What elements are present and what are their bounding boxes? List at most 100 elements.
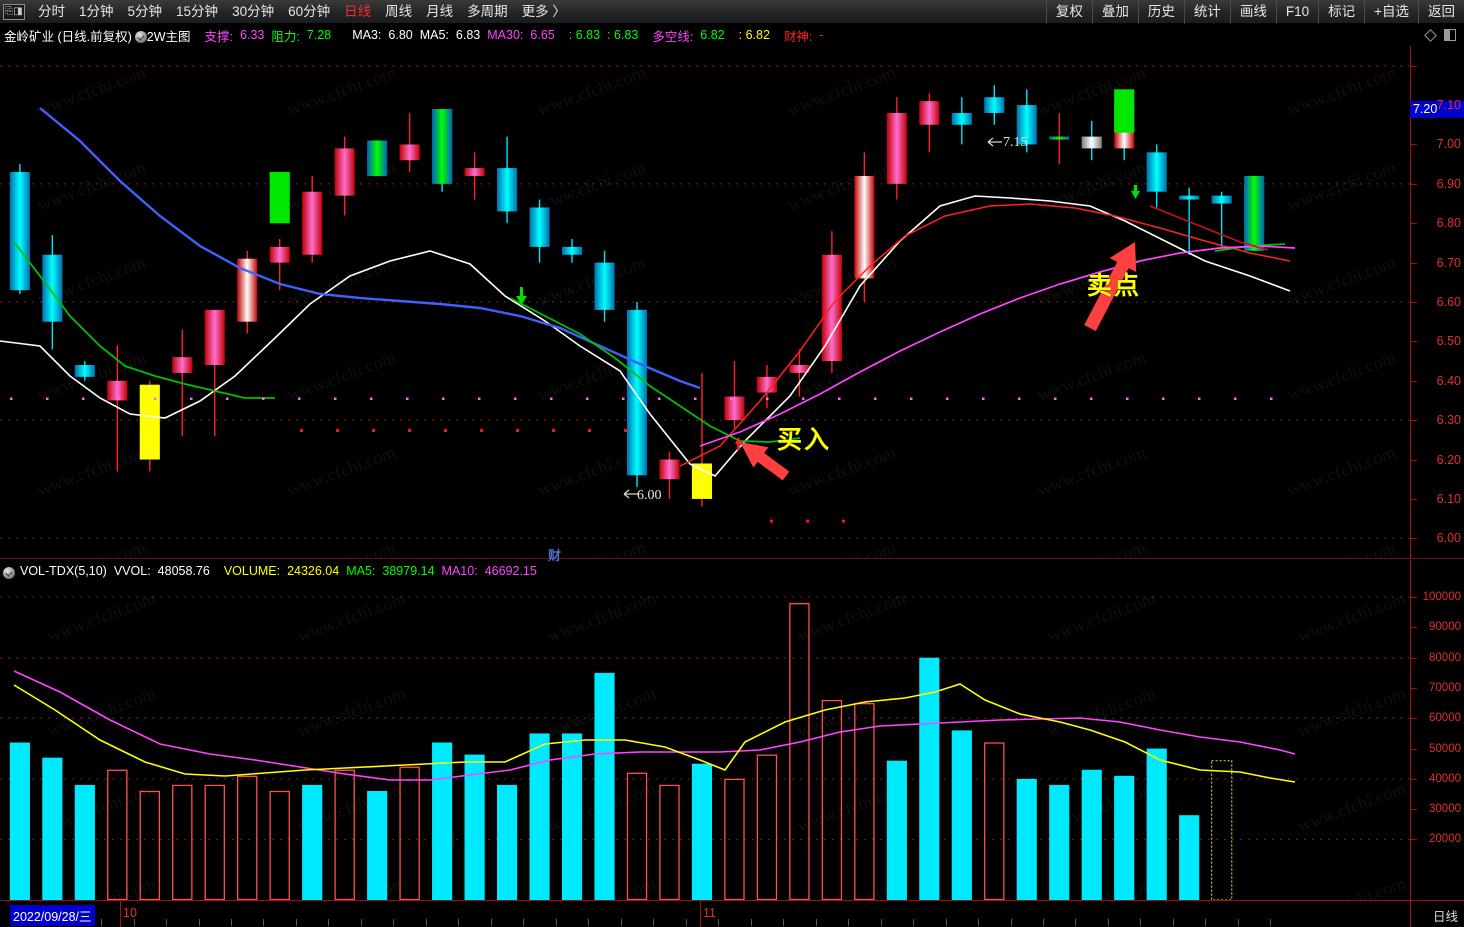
svg-text:www.cfchi.com: www.cfchi.com (1285, 157, 1399, 215)
period-menu: 分时 1分钟 5分钟 15分钟 30分钟 60分钟 日线 周线 月线 多周期 更多 〉 (31, 1, 573, 23)
price-axis[interactable]: 7.20 7.207.107.006.906.806.706.606.506.4… (1410, 46, 1464, 558)
price-tick-mark-5 (1411, 262, 1417, 264)
svg-text:www.cfchi.com: www.cfchi.com (285, 537, 399, 558)
tool-item-6[interactable]: 标记 (1318, 0, 1364, 24)
tool-item-4[interactable]: 画线 (1229, 0, 1276, 24)
price-tick-5: 6.70 (1436, 255, 1461, 270)
price-tick-8: 6.40 (1436, 373, 1461, 388)
svg-text:www.cfchi.com: www.cfchi.com (1035, 347, 1149, 405)
grid-tick (620, 919, 622, 926)
diamond-icon[interactable] (1424, 28, 1437, 42)
svg-text:www.cfchi.com: www.cfchi.com (285, 347, 399, 405)
tool-item-5[interactable]: F10 (1275, 0, 1318, 24)
svg-text:www.cfchi.com: www.cfchi.com (285, 62, 399, 120)
tool-item-0[interactable]: 复权 (1045, 0, 1092, 24)
volume-tick-0: 100000 (1422, 591, 1461, 604)
menu-item-8[interactable]: 月线 (426, 3, 454, 19)
svg-text:www.cfchi.com: www.cfchi.com (285, 252, 399, 310)
svg-text:www.cfchi.com: www.cfchi.com (35, 157, 149, 215)
x-tick-line-1 (700, 901, 701, 927)
top-menu-bar: ⎘◨ 分时 1分钟 5分钟 15分钟 30分钟 60分钟 日线 周线 月线 多周期 更多 〉 复权叠… (0, 0, 1464, 24)
volume-tick-mark-2 (1411, 657, 1417, 659)
window-icon[interactable]: ⎘◨ (3, 3, 25, 20)
svg-text:www.cfchi.com: www.cfchi.com (795, 683, 909, 741)
svg-text:www.cfchi.com: www.cfchi.com (35, 442, 149, 500)
volume-axis[interactable]: 100000 90000 80000 70000 60000 50000 40000 3000… (1410, 560, 1464, 900)
grid-tick (1237, 919, 1239, 926)
price-tick-mark-12 (1411, 538, 1417, 540)
svg-text:www.cfchi.com: www.cfchi.com (535, 62, 649, 120)
menu-item-4[interactable]: 30分钟 (232, 3, 275, 19)
menu-item-9[interactable]: 多周期 (467, 3, 508, 19)
grid-tick (945, 919, 947, 926)
volume-tick-3: 70000 (1429, 682, 1461, 694)
grid-tick (783, 919, 785, 926)
grid-tick (588, 919, 590, 926)
grid-tick (198, 919, 200, 926)
grid-tick (1043, 919, 1045, 926)
low-price-label: 6.00 (637, 488, 662, 503)
split-pane-icon[interactable] (1444, 29, 1456, 41)
volume-indicator-title[interactable]: VOL-TDX(5,10) (20, 564, 107, 578)
indicator-name[interactable]: 2W主图 (146, 29, 191, 44)
cn-marker-icon: 财 (548, 548, 562, 563)
tool-item-2[interactable]: 历史 (1137, 0, 1184, 24)
ma30-value: 6.65 (530, 28, 555, 42)
svg-text:www.cfchi.com: www.cfchi.com (35, 537, 149, 558)
volume-tick-2: 80000 (1429, 651, 1461, 664)
svg-text:www.cfchi.com: www.cfchi.com (285, 442, 399, 500)
ma30-label: MA30: (487, 28, 524, 42)
pane-divider (0, 558, 1464, 559)
price-tick-2: 7.00 (1436, 137, 1461, 152)
svg-text:www.cfchi.com: www.cfchi.com (1295, 683, 1409, 741)
volume-value: 24326.04 (287, 564, 340, 578)
tool-item-8[interactable]: 返回 (1418, 0, 1464, 24)
extra-value-1: : 6.83 (568, 28, 601, 42)
menu-item-7[interactable]: 周线 (385, 3, 413, 19)
tool-item-3[interactable]: 统计 (1183, 0, 1230, 24)
grid-tick (1010, 919, 1012, 926)
volume-tick-mark-3 (1411, 688, 1417, 689)
svg-text:www.cfchi.com: www.cfchi.com (295, 683, 409, 741)
volume-tick-4: 60000 (1429, 712, 1461, 725)
menu-item-5[interactable]: 60分钟 (288, 3, 331, 19)
vvol-label: VVOL: (113, 564, 151, 578)
menu-item-10[interactable]: 更多 〉 (521, 3, 566, 19)
volume-chart-pane[interactable]: www.cfchi.com www.cfchi.com www.cfchi.com w… (0, 582, 1410, 900)
svg-text:www.cfchi.com: www.cfchi.com (45, 683, 159, 741)
svg-text:www.cfchi.com: www.cfchi.com (785, 537, 899, 558)
high-price-label: 7.15 (1003, 135, 1028, 150)
menu-item-1[interactable]: 1分钟 (79, 3, 114, 19)
svg-text:www.cfchi.com: www.cfchi.com (785, 62, 899, 120)
grid-tick (523, 919, 525, 926)
svg-text:www.cfchi.com: www.cfchi.com (295, 588, 409, 646)
indicator-settings-icon[interactable] (134, 31, 147, 43)
price-tick-12: 6.00 (1436, 531, 1461, 546)
support-label: 支撑: (204, 29, 234, 44)
price-tick-4: 6.80 (1436, 216, 1461, 231)
price-tick-3: 6.90 (1436, 176, 1461, 191)
svg-text:www.cfchi.com: www.cfchi.com (1285, 347, 1399, 405)
menu-item-2[interactable]: 5分钟 (127, 3, 163, 19)
volume-settings-icon[interactable] (3, 567, 15, 579)
svg-text:www.cfchi.com: www.cfchi.com (35, 62, 149, 120)
price-tick-mark-8 (1411, 380, 1417, 382)
grid-tick (1270, 919, 1272, 926)
menu-item-6[interactable]: 日线 (344, 3, 372, 19)
volume-tick-mark-4 (1411, 718, 1417, 720)
stock-name: 金岭矿业 (日线.前复权) (4, 29, 132, 44)
volume-chart-svg: www.cfchi.com www.cfchi.com www.cfchi.com w… (0, 588, 1410, 900)
volume-tick-1: 90000 (1429, 621, 1461, 634)
grid-tick (166, 919, 168, 926)
grid-tick (295, 919, 297, 926)
menu-item-3[interactable]: 15分钟 (176, 3, 219, 19)
tool-item-7[interactable]: +自选 (1364, 0, 1418, 24)
svg-text:www.cfchi.com: www.cfchi.com (785, 157, 899, 215)
menu-item-0[interactable]: 分时 (38, 3, 65, 19)
volume-tick-5: 50000 (1429, 742, 1461, 755)
grid-tick (1107, 919, 1109, 926)
vol-ma5-value: 38979.14 (382, 564, 435, 578)
ma5-label: MA5: (419, 28, 449, 42)
tool-item-1[interactable]: 叠加 (1091, 0, 1138, 24)
price-chart-pane[interactable]: www.cfchi.com www.cfchi.com www.cfchi.com w… (0, 46, 1410, 558)
